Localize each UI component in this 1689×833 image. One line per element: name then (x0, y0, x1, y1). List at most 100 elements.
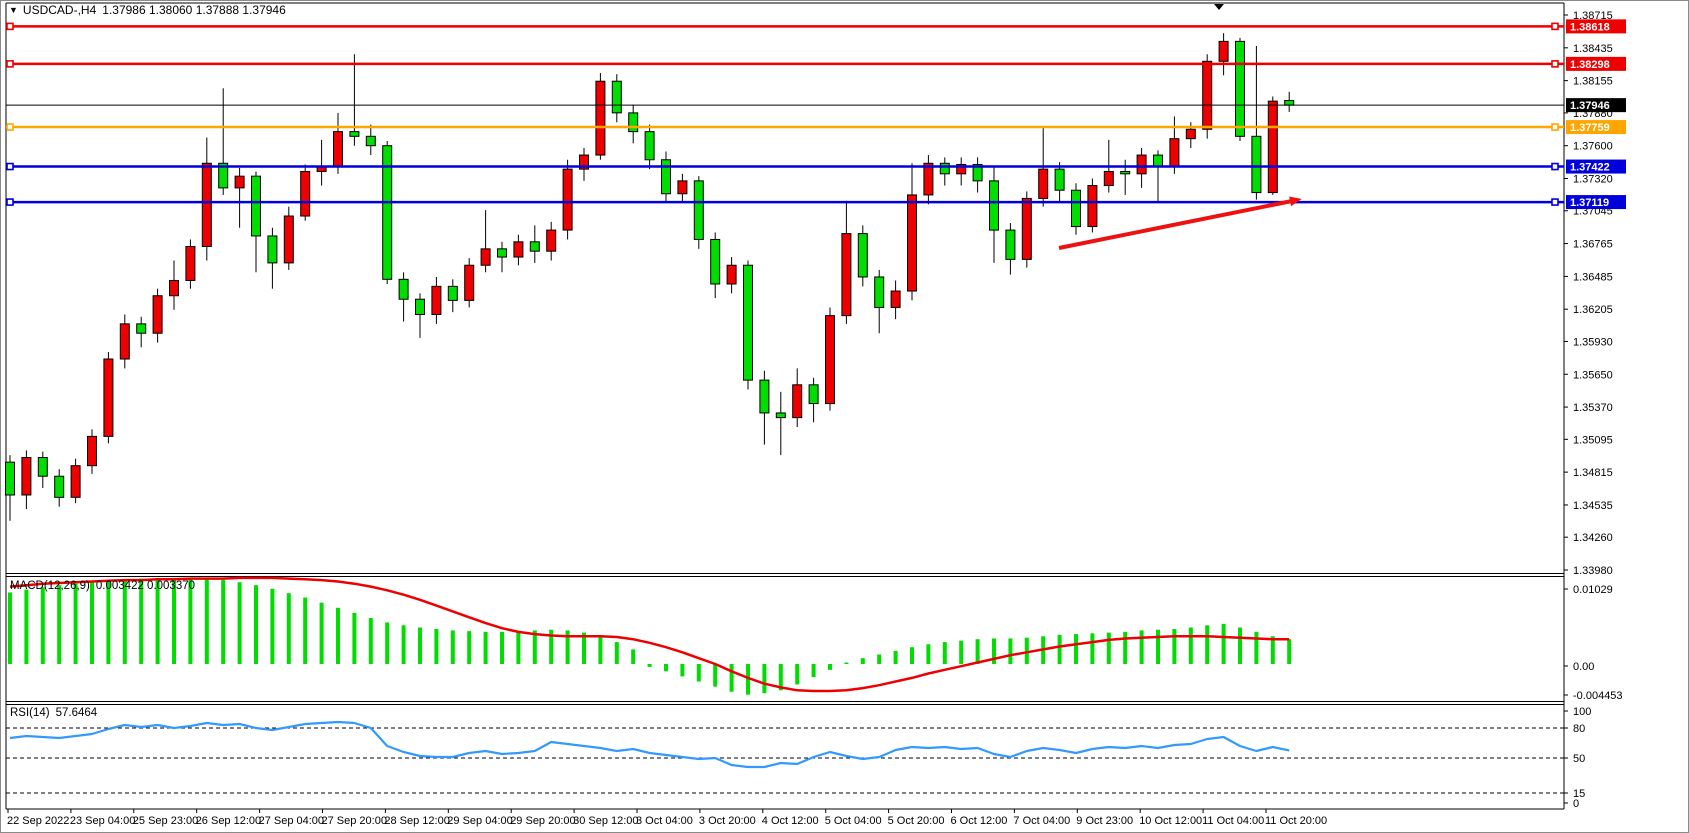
line-marker-handle[interactable] (1551, 198, 1559, 206)
candle (1267, 96, 1278, 195)
line-marker-handle[interactable] (6, 22, 14, 31)
bullish-candle-body (546, 229, 557, 252)
time-tick-label: 9 Oct 23:00 (1076, 815, 1133, 827)
macd-histogram-bar (1172, 628, 1177, 664)
macd-histogram-bar (270, 588, 275, 664)
time-tick-label: 26 Sep 12:00 (196, 815, 261, 827)
macd-histogram-bar (1156, 629, 1160, 664)
macd-histogram-bar (532, 630, 537, 664)
candle (5, 455, 15, 521)
candle (595, 73, 606, 160)
candle (234, 167, 245, 228)
price-badge (1566, 19, 1626, 34)
bearish-candle-body (5, 461, 15, 496)
price-tick-label: 1.38155 (1573, 76, 1613, 88)
candle (136, 316, 147, 348)
trend-arrow-annotation[interactable] (1058, 196, 1302, 250)
time-tick-label: 22 Sep 2022 (7, 815, 69, 827)
macd-panel[interactable]: 0.01029 0.00 -0.004453 (8, 576, 1623, 702)
candle (579, 148, 589, 181)
bullish-candle-body (825, 315, 835, 405)
candle (251, 171, 261, 273)
candle (119, 314, 130, 369)
rsi-axis-label: 15 (1573, 788, 1585, 800)
price-shift-arrow-icon[interactable] (1214, 4, 1224, 10)
candle (87, 429, 97, 474)
macd-histogram-bar (90, 582, 94, 664)
macd-histogram-bar (926, 644, 931, 664)
macd-histogram-bar (910, 647, 914, 664)
candle (808, 377, 819, 423)
candle (218, 88, 229, 195)
line-marker-handle[interactable] (1551, 22, 1559, 31)
line-marker-handle[interactable] (1551, 123, 1559, 131)
rsi-axis-label: 80 (1573, 723, 1585, 735)
macd-axis-label: 0.00 (1573, 661, 1594, 673)
candle (611, 74, 622, 123)
candle (267, 227, 278, 289)
candle (382, 141, 393, 285)
line-marker-handle[interactable] (1551, 60, 1559, 68)
bullish-candle-body (726, 264, 737, 285)
price-tick-label: 1.36205 (1573, 304, 1613, 316)
time-tick-label: 5 Oct 20:00 (888, 815, 945, 827)
price-badge-label: 1.37946 (1570, 100, 1610, 112)
macd-histogram-bar (614, 642, 619, 664)
candle (546, 221, 557, 261)
bearish-candle-body (693, 180, 704, 240)
bearish-candle-body (972, 163, 983, 182)
time-tick-label: 4 Oct 12:00 (762, 815, 819, 827)
bearish-candle-body (267, 235, 278, 264)
macd-histogram-bar (877, 654, 882, 664)
bearish-candle-body (1251, 135, 1262, 194)
macd-histogram-bar (1270, 636, 1275, 664)
line-marker-handle[interactable] (1551, 162, 1559, 171)
line-marker-handle[interactable] (6, 123, 14, 131)
price-badge-label: 1.37119 (1570, 197, 1609, 209)
macd-histogram-bar (434, 628, 439, 664)
macd-histogram-bar (500, 631, 504, 664)
line-marker-handle[interactable] (6, 198, 14, 206)
candle (825, 307, 835, 411)
price-badge (1566, 98, 1626, 113)
macd-histogram-bar (237, 582, 242, 664)
dropdown-arrow-icon[interactable]: ▼ (9, 5, 18, 15)
macd-histogram-bar (418, 627, 422, 664)
candle (661, 151, 671, 202)
price-tick-label: 1.34260 (1573, 532, 1613, 544)
rsi-panel[interactable]: 100 80 50 150 (6, 706, 1591, 810)
time-tick-label: 27 Sep 04:00 (259, 815, 324, 827)
line-marker-handle[interactable] (6, 162, 14, 171)
titlebar: ▼ USDCAD-,H4 1.37986 1.38060 1.37888 1.379… (9, 3, 286, 17)
macd-histogram-bar (680, 664, 685, 677)
bearish-candle-body (1153, 154, 1163, 168)
candle (1071, 183, 1081, 235)
bearish-candle-body (497, 248, 507, 258)
macd-histogram-bar (1057, 634, 1062, 664)
macd-histogram-bar (942, 642, 947, 664)
price-badge (1566, 120, 1626, 135)
bearish-candle-body (759, 379, 770, 414)
macd-histogram-bar (1074, 634, 1078, 664)
candle (316, 139, 327, 186)
price-axis[interactable]: 1.387151.384351.381551.378801.376001.373… (1564, 10, 1613, 577)
bearish-candle-body (710, 238, 721, 285)
macd-histogram-bar (188, 577, 193, 664)
bullish-candle-body (595, 80, 606, 156)
line-marker-handle[interactable] (6, 60, 14, 68)
candle (1087, 178, 1098, 233)
bearish-candle-body (349, 131, 360, 137)
macd-histogram-bar (746, 664, 750, 695)
bullish-candle-body (283, 215, 294, 264)
macd-histogram-bar (1188, 627, 1193, 664)
time-tick-label: 11 Oct 20:00 (1265, 815, 1327, 827)
bearish-candle-body (218, 162, 229, 189)
macd-histogram-bar (992, 638, 996, 664)
candle (923, 155, 934, 205)
macd-histogram-bar (1008, 638, 1013, 664)
candle (431, 276, 442, 324)
macd-histogram-bar (893, 650, 898, 664)
